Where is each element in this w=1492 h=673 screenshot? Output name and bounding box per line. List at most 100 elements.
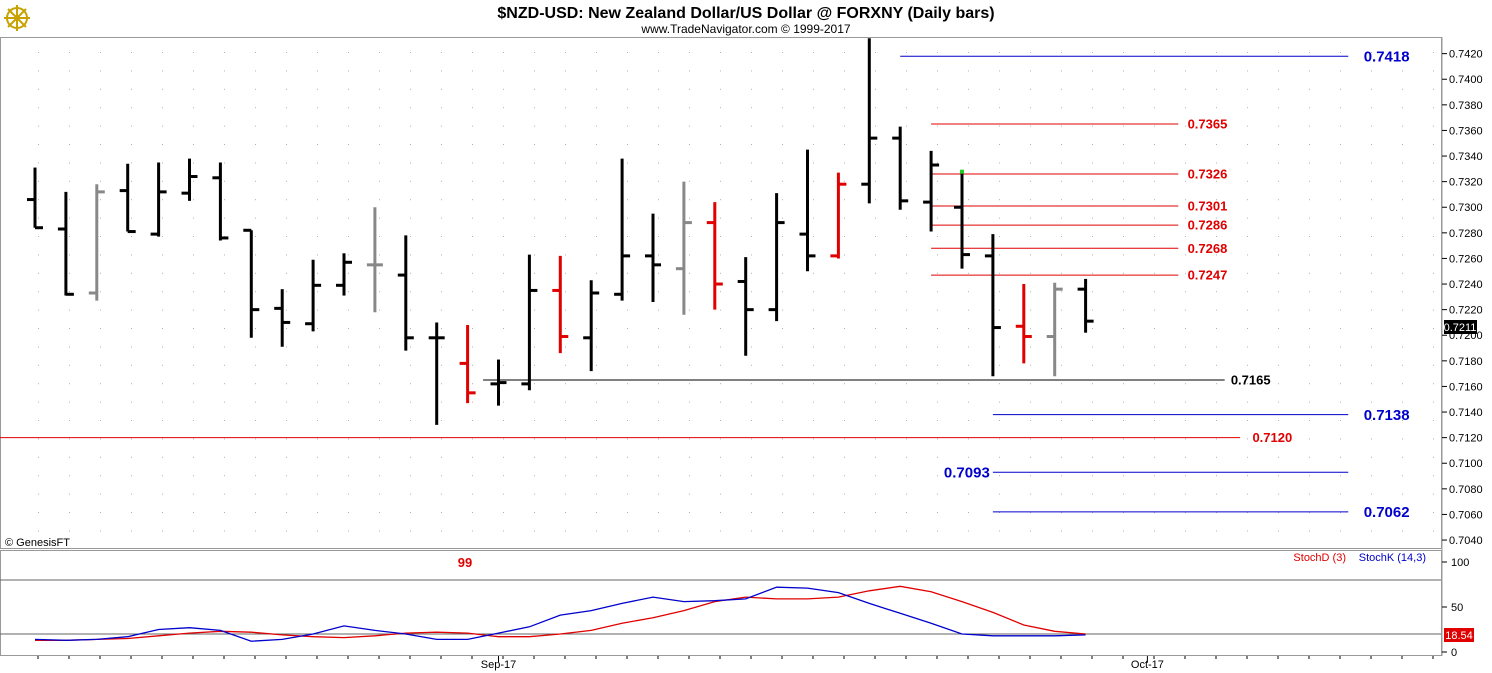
grid-dot <box>565 291 566 293</box>
grid-dot <box>472 493 473 495</box>
grid-dot <box>441 125 442 127</box>
grid-dot <box>534 475 535 477</box>
grid-dot <box>1030 236 1031 237</box>
grid-dot <box>627 199 628 201</box>
grid-dot <box>813 456 814 458</box>
grid-dot <box>689 309 690 311</box>
grid-dot <box>1185 401 1186 403</box>
grid-dot <box>1185 144 1186 145</box>
grid-dot <box>534 438 535 440</box>
grid-dot <box>627 328 628 329</box>
price-tick-label: 0.7260 <box>1449 253 1483 265</box>
grid-dot <box>255 420 256 421</box>
grid-dot <box>1185 346 1186 348</box>
level-label: 0.7268 <box>1188 241 1228 256</box>
grid-dot <box>906 144 907 145</box>
grid-dot <box>1247 88 1248 90</box>
grid-dot <box>596 364 597 366</box>
grid-dot <box>193 107 194 109</box>
grid-dot <box>131 364 132 366</box>
grid-dot <box>1433 291 1434 293</box>
grid-dot <box>782 328 783 329</box>
grid-dot <box>1123 236 1124 237</box>
grid-dot <box>999 364 1000 366</box>
ohlc-bar <box>305 259 322 332</box>
grid-dot <box>410 512 411 513</box>
grid-dot <box>1123 530 1124 532</box>
grid-dot <box>193 493 194 495</box>
grid-dot <box>689 383 690 385</box>
grid-dot <box>1340 530 1341 532</box>
grid-dot <box>1340 475 1341 477</box>
grid-dot <box>534 107 535 109</box>
grid-dot <box>69 199 70 201</box>
grid-dot <box>534 401 535 403</box>
grid-dot <box>193 254 194 256</box>
grid-dot <box>534 125 535 127</box>
grid-dot <box>627 88 628 90</box>
grid-dot <box>503 88 504 90</box>
grid-dot <box>875 493 876 495</box>
grid-dot <box>348 52 349 53</box>
grid-dot <box>875 52 876 53</box>
grid-dot <box>131 236 132 237</box>
grid-dot <box>503 512 504 513</box>
grid-dot <box>906 328 907 329</box>
grid-dot <box>1216 180 1217 182</box>
svg-text:0.7211: 0.7211 <box>1444 322 1477 334</box>
grid-dot <box>658 364 659 366</box>
grid-dot <box>627 346 628 348</box>
grid-dot <box>193 162 194 164</box>
grid-dot <box>1309 364 1310 366</box>
grid-dot <box>503 438 504 440</box>
grid-dot <box>131 254 132 256</box>
grid-dot <box>317 272 318 274</box>
grid-dot <box>782 364 783 366</box>
grid-dot <box>720 530 721 532</box>
grid-dot <box>100 144 101 145</box>
grid-dot <box>1247 309 1248 311</box>
grid-dot <box>813 401 814 403</box>
price-tick-label: 0.7360 <box>1449 125 1483 137</box>
grid-dot <box>69 309 70 311</box>
grid-dot <box>1061 346 1062 348</box>
grid-dot <box>1402 309 1403 311</box>
grid-dot <box>348 291 349 293</box>
grid-dot <box>689 52 690 53</box>
grid-dot <box>844 272 845 274</box>
grid-dot <box>875 346 876 348</box>
grid-dot <box>720 328 721 329</box>
grid-dot <box>1154 346 1155 348</box>
grid-dot <box>720 125 721 127</box>
grid-dot <box>1061 52 1062 53</box>
grid-dot <box>441 272 442 274</box>
grid-dot <box>1247 125 1248 127</box>
grid-dot <box>1061 438 1062 440</box>
grid-dot <box>1402 438 1403 440</box>
grid-dot <box>348 328 349 329</box>
grid-dot <box>937 52 938 53</box>
grid-dot <box>689 364 690 366</box>
grid-dot <box>1092 401 1093 403</box>
grid-dot <box>875 254 876 256</box>
grid-dot <box>1309 420 1310 421</box>
grid-dot <box>38 512 39 513</box>
grid-dot <box>782 217 783 219</box>
level-label: 0.7093 <box>944 464 990 481</box>
grid-dot <box>1278 125 1279 127</box>
grid-dot <box>162 199 163 201</box>
grid-dot <box>782 346 783 348</box>
grid-dot <box>503 236 504 237</box>
grid-dot <box>131 272 132 274</box>
grid-dot <box>286 217 287 219</box>
grid-dot <box>658 456 659 458</box>
grid-dot <box>441 309 442 311</box>
grid-dot <box>503 475 504 477</box>
grid-dot <box>1309 144 1310 145</box>
grid-dot <box>565 364 566 366</box>
grid-dot <box>1340 180 1341 182</box>
grid-dot <box>193 420 194 421</box>
grid-dot <box>1092 107 1093 109</box>
grid-dot <box>286 493 287 495</box>
grid-dot <box>1092 309 1093 311</box>
